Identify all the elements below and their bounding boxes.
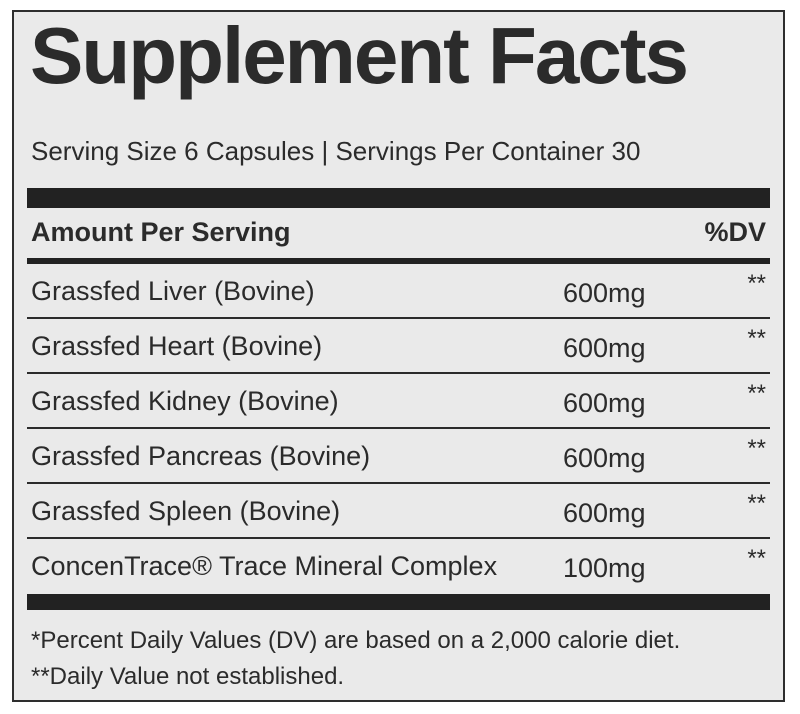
- ingredient-row: Grassfed Heart (Bovine) 600mg **: [27, 319, 770, 374]
- ingredient-row: Grassfed Pancreas (Bovine) 600mg **: [27, 429, 770, 484]
- ingredient-dv: **: [747, 490, 766, 517]
- ingredient-dv: **: [747, 380, 766, 407]
- bottom-divider: [27, 594, 770, 610]
- dv-header: %DV: [704, 216, 766, 247]
- ingredient-amount: 600mg: [563, 333, 646, 363]
- ingredient-amount: 600mg: [563, 388, 646, 418]
- ingredient-row: ConcenTrace® Trace Mineral Complex 100mg…: [27, 539, 770, 594]
- ingredient-name: Grassfed Pancreas (Bovine): [31, 441, 371, 471]
- footnote-dv-basis: *Percent Daily Values (DV) are based on …: [31, 627, 681, 654]
- ingredient-name: Grassfed Kidney (Bovine): [31, 386, 339, 416]
- ingredient-name: Grassfed Spleen (Bovine): [31, 496, 341, 526]
- panel-title: Supplement Facts: [30, 11, 689, 100]
- ingredient-dv: **: [747, 435, 766, 462]
- column-header-row: Amount Per Serving %DV: [31, 212, 766, 252]
- ingredient-amount: 600mg: [563, 443, 646, 473]
- ingredient-dv: **: [747, 325, 766, 352]
- ingredient-name: Grassfed Heart (Bovine): [31, 331, 323, 361]
- ingredient-row: Grassfed Kidney (Bovine) 600mg **: [27, 374, 770, 429]
- ingredient-name: ConcenTrace® Trace Mineral Complex: [31, 551, 498, 581]
- serving-info: Serving Size 6 Capsules | Servings Per C…: [31, 136, 641, 166]
- footnotes: *Percent Daily Values (DV) are based on …: [31, 623, 680, 695]
- ingredient-dv: **: [747, 545, 766, 572]
- ingredient-list: Grassfed Liver (Bovine) 600mg ** Grassfe…: [27, 264, 770, 594]
- footnote-dv-not-established: **Daily Value not established.: [31, 663, 345, 690]
- header-divider: [27, 258, 770, 264]
- ingredient-row: Grassfed Spleen (Bovine) 600mg **: [27, 484, 770, 539]
- ingredient-amount: 600mg: [563, 278, 646, 308]
- ingredient-amount: 100mg: [563, 553, 646, 583]
- thick-divider: [27, 188, 770, 208]
- ingredient-name: Grassfed Liver (Bovine): [31, 276, 315, 306]
- supplement-facts-panel: Supplement Facts Serving Size 6 Capsules…: [12, 10, 785, 702]
- ingredient-amount: 600mg: [563, 498, 646, 528]
- ingredient-row: Grassfed Liver (Bovine) 600mg **: [27, 264, 770, 319]
- amount-per-serving-header: Amount Per Serving: [31, 216, 291, 247]
- ingredient-dv: **: [747, 270, 766, 297]
